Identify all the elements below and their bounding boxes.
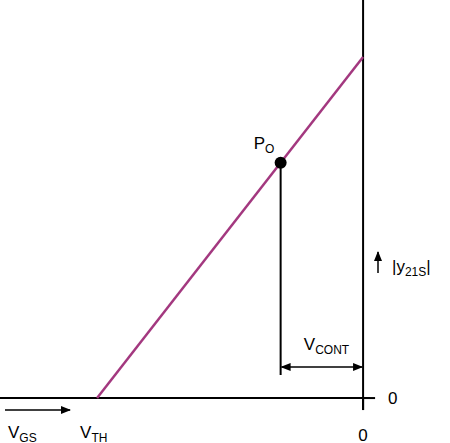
y-axis bbox=[362, 0, 364, 410]
x-axis bbox=[0, 397, 370, 399]
vcont-arrow bbox=[282, 366, 362, 368]
chart-root: 00VGS|y21S|VTHPOVCONT bbox=[0, 0, 450, 443]
po-label-main: P bbox=[254, 134, 265, 153]
y-axis-label-tail: | bbox=[426, 257, 430, 276]
chart-svg: 00VGS|y21S|VTHPOVCONT bbox=[0, 0, 450, 443]
x-axis-label: VGS bbox=[8, 423, 37, 443]
vth-label-sub: TH bbox=[91, 431, 107, 443]
x-axis-label-main: V bbox=[8, 423, 20, 442]
y-axis-label-main: |y bbox=[392, 257, 405, 276]
y-axis-label-sub: 21S bbox=[405, 265, 426, 279]
plot-area bbox=[97, 57, 363, 398]
x-tick-label: 0 bbox=[358, 426, 367, 443]
vth-label: VTH bbox=[80, 423, 107, 443]
x-axis-label-sub: GS bbox=[19, 431, 36, 443]
po-label: PO bbox=[254, 134, 275, 156]
vcont-label-sub: CONT bbox=[315, 343, 350, 357]
y-axis-label: |y21S| bbox=[392, 257, 431, 279]
vcont-label-main: V bbox=[304, 335, 316, 354]
po-drop-line bbox=[280, 163, 282, 375]
vcont-label: VCONT bbox=[304, 335, 350, 357]
po-label-sub: O bbox=[265, 142, 274, 156]
x-tick bbox=[362, 398, 364, 410]
series-line bbox=[97, 57, 363, 398]
x-axis-arrow bbox=[5, 409, 70, 411]
po-point bbox=[275, 157, 287, 169]
y-tick-label: 0 bbox=[388, 389, 397, 408]
vth-label-main: V bbox=[80, 423, 92, 442]
y-tick bbox=[363, 397, 375, 399]
y-axis-arrow bbox=[377, 252, 379, 273]
